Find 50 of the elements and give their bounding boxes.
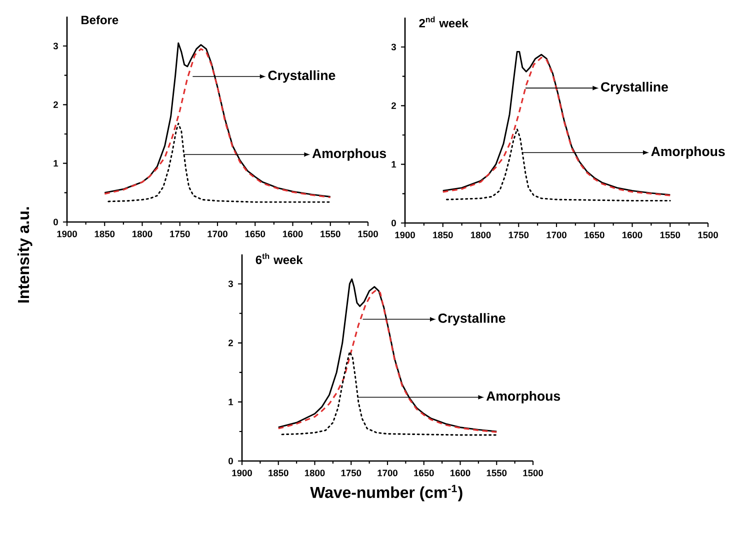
- y-tick-label: 1: [54, 160, 58, 167]
- y-tick-label: 2: [391, 102, 396, 109]
- y-tick-label: 0: [228, 458, 233, 464]
- annotation: Crystalline: [268, 70, 336, 83]
- y-tick-label: 0: [54, 218, 58, 226]
- x-tick-label: 1850: [433, 232, 453, 238]
- x-tick-label: 1850: [94, 230, 115, 238]
- y-tick-label: 2: [53, 101, 58, 108]
- x-tick-label: 1750: [170, 230, 190, 238]
- x-tick-label: 1750: [341, 470, 362, 476]
- x-tick-label: 1900: [395, 232, 415, 238]
- y-tick-label: 2: [228, 340, 233, 346]
- x-tick-label: 1800: [470, 232, 491, 238]
- x-tick-label: 1500: [698, 232, 718, 238]
- x-tick-label: 1550: [486, 470, 507, 476]
- y-tick-label: 3: [391, 44, 396, 50]
- annotation: Amorphous: [486, 391, 560, 404]
- annotation: Amorphous: [312, 148, 386, 161]
- annotation: Amorphous: [651, 146, 725, 159]
- y-tick-label: 3: [228, 280, 233, 288]
- x-tick-label: 1600: [450, 470, 470, 476]
- y-tick-label: 0: [392, 220, 396, 226]
- x-tick-label: 1800: [304, 470, 325, 476]
- y-axis-title: Intensity a.u.: [17, 207, 32, 303]
- x-tick-label: 1800: [132, 230, 152, 238]
- x-tick-label: 1500: [358, 230, 378, 238]
- x-tick-label: 1600: [622, 232, 642, 238]
- x-tick-label: 1900: [57, 230, 77, 238]
- chart-title: 2$^{nd}$ week: [419, 16, 468, 28]
- x-tick-label: 1700: [546, 232, 566, 238]
- x-tick-label: 1750: [508, 232, 529, 238]
- x-tick-label: 1650: [245, 230, 266, 238]
- y-tick-label: 3: [53, 42, 58, 50]
- chart-title: Before: [82, 15, 118, 24]
- x-tick-label: 1500: [523, 470, 543, 476]
- y-tick-label: 1: [228, 398, 234, 406]
- annotation: Crystalline: [601, 82, 668, 94]
- x-tick-label: 1700: [378, 470, 398, 476]
- y-tick-label: 1: [392, 161, 396, 168]
- x-tick-label: 1650: [414, 470, 434, 476]
- x-tick-label: 1550: [660, 232, 680, 238]
- x-tick-label: 1600: [282, 230, 303, 238]
- x-tick-label: 1700: [208, 230, 228, 238]
- x-tick-label: 1850: [268, 470, 288, 476]
- annotation: Crystalline: [438, 313, 506, 326]
- x-tick-label: 1550: [320, 230, 340, 238]
- x-tick-label: 1650: [584, 232, 604, 238]
- x-axis-title: Wave-number (cm$^{-1}$): [310, 484, 462, 502]
- chart-title: 6$^{th}$ week: [256, 253, 303, 264]
- x-tick-label: 1900: [232, 470, 252, 476]
